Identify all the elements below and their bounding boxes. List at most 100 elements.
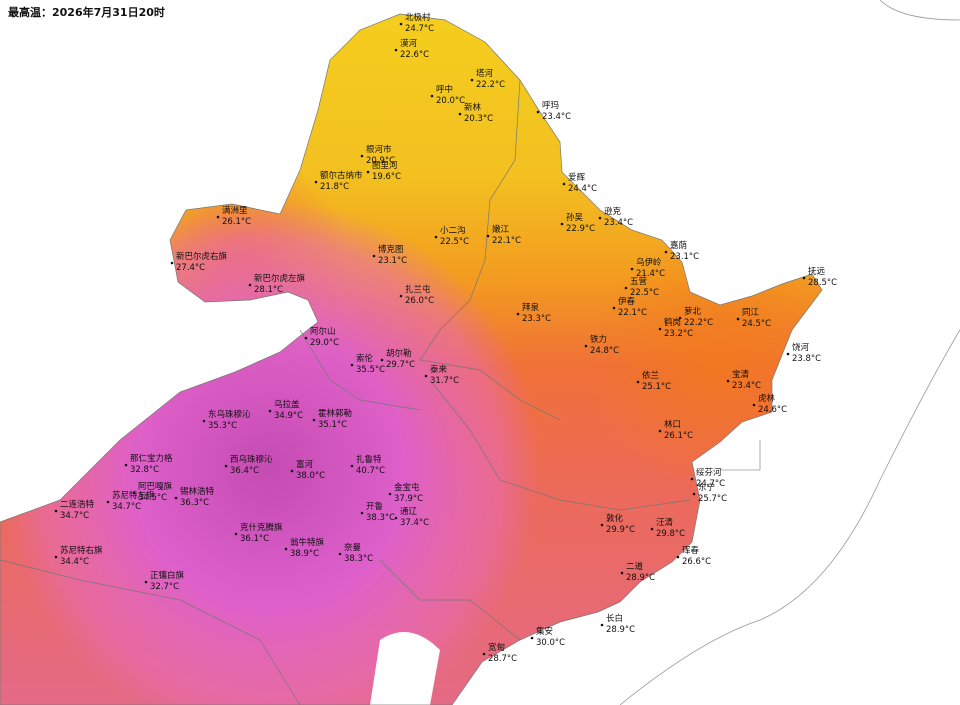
station-name: 汪清 (656, 517, 674, 528)
station-temp: 22.2°C (684, 318, 713, 328)
station-dot (399, 294, 403, 298)
station-name: 林口 (664, 419, 681, 430)
station-dot (434, 235, 438, 239)
station-temp: 34.7°C (60, 511, 89, 521)
map-title: 最高温：2026年7月31日20时 (8, 5, 165, 19)
station-temp: 38.9°C (290, 549, 319, 559)
station-temp: 22.1°C (492, 236, 521, 246)
station-temp: 34.9°C (274, 411, 303, 421)
station-name: 图里河 (372, 160, 398, 171)
station-temp: 24.7°C (696, 479, 725, 489)
station-dot (314, 180, 318, 184)
station-temp: 22.5°C (440, 237, 469, 247)
station-dot (802, 276, 806, 280)
station-dot (612, 306, 616, 310)
station-dot (458, 112, 462, 116)
station-name: 抚远 (808, 266, 826, 277)
station-name: 逊克 (604, 206, 622, 217)
station-temp: 22.9°C (566, 224, 595, 234)
station-temp: 36.4°C (230, 466, 259, 476)
station-name: 伊春 (618, 296, 636, 307)
station-dot (664, 250, 668, 254)
station-temp: 23.2°C (664, 329, 693, 339)
station-dot (536, 110, 540, 114)
station-name: 乌伊岭 (636, 257, 662, 268)
station-dot (530, 636, 534, 640)
station-temp: 34.4°C (60, 557, 89, 567)
coastline (619, 0, 960, 705)
station-temp: 25.7°C (698, 494, 727, 504)
station-dot (388, 492, 392, 496)
station-name: 集安 (536, 626, 553, 637)
station-dot (394, 516, 398, 520)
station-name: 萝北 (684, 306, 702, 317)
station-name: 珲春 (682, 545, 700, 556)
station-temp: 32.8°C (130, 465, 159, 475)
station-temp: 21.8°C (320, 182, 349, 192)
station-name: 五营 (630, 276, 647, 287)
station-temp: 23.1°C (378, 256, 407, 266)
station-temp: 38.3°C (366, 513, 395, 523)
station-name: 新林 (464, 102, 482, 113)
station-name: 绥芬河 (696, 467, 722, 478)
station-dot (268, 409, 272, 413)
station-temp: 29.8°C (656, 529, 685, 539)
station-dot (248, 283, 252, 287)
station-dot (620, 571, 624, 575)
station-temp: 23.4°C (542, 112, 571, 122)
station-temp: 22.5°C (630, 288, 659, 298)
station-dot (380, 358, 384, 362)
station-name: 西乌珠穆沁 (230, 454, 273, 465)
station-dot (360, 154, 364, 158)
station-dot (560, 222, 564, 226)
station-dot (106, 500, 110, 504)
station-name: 二道 (626, 561, 644, 572)
station-temp: 25.1°C (642, 382, 671, 392)
station-dot (202, 419, 206, 423)
station-dot (350, 464, 354, 468)
station-temp: 20.3°C (464, 114, 493, 124)
station-temp: 23.8°C (792, 354, 821, 364)
station-dot (290, 469, 294, 473)
station-dot (304, 336, 308, 340)
station-temp: 28.9°C (626, 573, 655, 583)
station-temp: 28.7°C (488, 654, 517, 664)
station-name: 宽甸 (488, 642, 505, 653)
station-temp: 24.5°C (742, 319, 771, 329)
station-temp: 20.9°C (366, 156, 395, 166)
station-temp: 23.4°C (732, 381, 761, 391)
station-name: 拜泉 (522, 302, 540, 313)
station-dot (676, 555, 680, 559)
station-dot (678, 316, 682, 320)
station-name: 虎林 (758, 393, 776, 404)
station-name: 奈曼 (344, 542, 362, 553)
station-temp: 28.5°C (808, 278, 837, 288)
station-dot (692, 492, 696, 496)
station-name: 胡尔勒 (386, 348, 412, 359)
station-temp: 21.4°C (636, 269, 665, 279)
station-dot (658, 327, 662, 331)
station-dot (624, 286, 628, 290)
station-name: 博克图 (378, 244, 404, 255)
station-name: 满洲里 (222, 205, 248, 216)
station-name: 那仁宝力格 (130, 453, 173, 464)
station-dot (600, 523, 604, 527)
station-name: 塔河 (476, 68, 494, 79)
station-dot (584, 344, 588, 348)
station-name: 苏尼特左旗 (112, 490, 155, 501)
station-temp: 22.2°C (476, 80, 505, 90)
station-dot (630, 267, 634, 271)
station-dot (562, 182, 566, 186)
station-name: 正镶白旗 (150, 570, 185, 581)
station-temp: 28.9°C (606, 625, 635, 635)
station-name: 泰来 (430, 364, 448, 375)
station-name: 根河市 (366, 144, 392, 155)
station-name: 敦化 (606, 513, 624, 524)
station-name: 铁力 (590, 334, 607, 345)
station-name: 呼中 (436, 84, 453, 95)
station-temp: 29.7°C (386, 360, 415, 370)
station-temp: 29.9°C (606, 525, 635, 535)
station-dot (394, 48, 398, 52)
station-name: 新巴尔虎左旗 (254, 273, 306, 284)
station-dot (430, 94, 434, 98)
